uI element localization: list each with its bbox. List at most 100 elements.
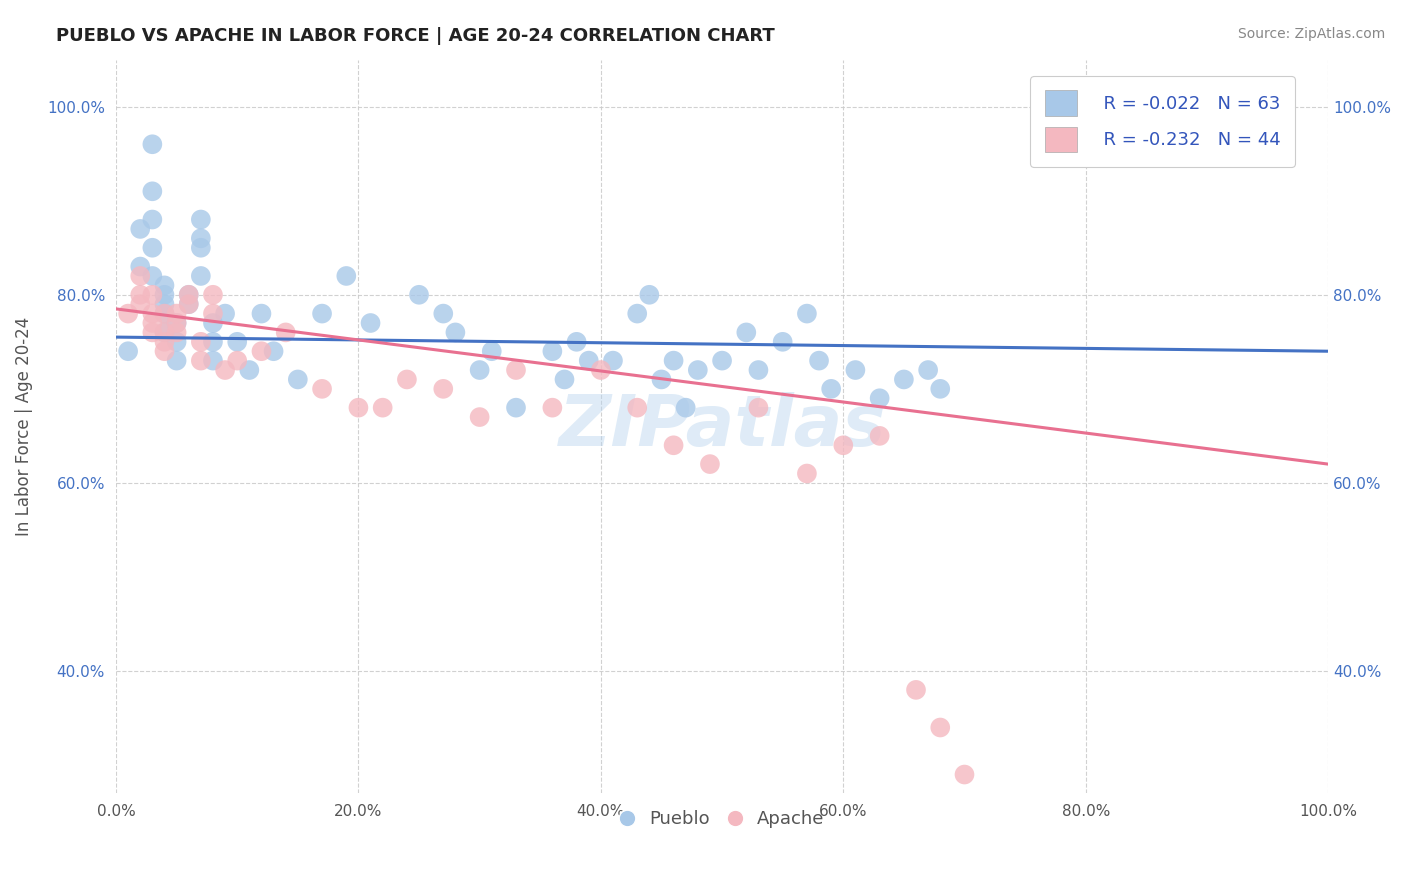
Point	[190, 241, 212, 255]
Point	[589, 363, 612, 377]
Point	[153, 326, 176, 340]
Point	[129, 287, 152, 301]
Point	[250, 307, 273, 321]
Point	[166, 334, 188, 349]
Point	[796, 467, 818, 481]
Point	[432, 307, 454, 321]
Point	[153, 334, 176, 349]
Point	[117, 344, 139, 359]
Legend: Pueblo, Apache: Pueblo, Apache	[613, 803, 831, 836]
Point	[468, 410, 491, 425]
Point	[796, 307, 818, 321]
Point	[141, 268, 163, 283]
Point	[153, 278, 176, 293]
Point	[395, 372, 418, 386]
Point	[201, 316, 224, 330]
Point	[141, 137, 163, 152]
Point	[565, 334, 588, 349]
Point	[808, 353, 831, 368]
Point	[444, 326, 467, 340]
Point	[541, 344, 564, 359]
Point	[153, 297, 176, 311]
Point	[201, 334, 224, 349]
Point	[166, 326, 188, 340]
Point	[747, 401, 769, 415]
Point	[893, 372, 915, 386]
Point	[820, 382, 842, 396]
Point	[153, 307, 176, 321]
Point	[177, 297, 200, 311]
Point	[311, 382, 333, 396]
Point	[905, 682, 928, 697]
Text: PUEBLO VS APACHE IN LABOR FORCE | AGE 20-24 CORRELATION CHART: PUEBLO VS APACHE IN LABOR FORCE | AGE 20…	[56, 27, 775, 45]
Point	[117, 307, 139, 321]
Point	[844, 363, 866, 377]
Point	[141, 212, 163, 227]
Point	[335, 268, 357, 283]
Point	[505, 401, 527, 415]
Point	[650, 372, 672, 386]
Point	[129, 268, 152, 283]
Point	[481, 344, 503, 359]
Point	[869, 429, 891, 443]
Point	[662, 353, 685, 368]
Point	[190, 231, 212, 245]
Point	[553, 372, 575, 386]
Point	[408, 287, 430, 301]
Point	[238, 363, 260, 377]
Point	[141, 184, 163, 198]
Point	[226, 334, 249, 349]
Point	[711, 353, 734, 368]
Point	[468, 363, 491, 377]
Point	[287, 372, 309, 386]
Point	[129, 297, 152, 311]
Point	[929, 382, 952, 396]
Point	[371, 401, 394, 415]
Point	[177, 287, 200, 301]
Point	[699, 457, 721, 471]
Point	[953, 767, 976, 781]
Point	[190, 353, 212, 368]
Point	[177, 297, 200, 311]
Point	[578, 353, 600, 368]
Point	[832, 438, 855, 452]
Point	[153, 287, 176, 301]
Point	[141, 241, 163, 255]
Point	[190, 268, 212, 283]
Point	[602, 353, 624, 368]
Point	[153, 326, 176, 340]
Point	[166, 316, 188, 330]
Point	[662, 438, 685, 452]
Point	[141, 326, 163, 340]
Point	[626, 307, 648, 321]
Point	[274, 326, 297, 340]
Point	[250, 344, 273, 359]
Point	[190, 334, 212, 349]
Point	[141, 307, 163, 321]
Point	[129, 222, 152, 236]
Point	[360, 316, 382, 330]
Point	[772, 334, 794, 349]
Point	[201, 287, 224, 301]
Point	[505, 363, 527, 377]
Point	[166, 353, 188, 368]
Point	[735, 326, 758, 340]
Point	[141, 316, 163, 330]
Point	[190, 212, 212, 227]
Point	[263, 344, 285, 359]
Point	[675, 401, 697, 415]
Point	[541, 401, 564, 415]
Point	[129, 260, 152, 274]
Point	[869, 391, 891, 405]
Text: ZIPatlas: ZIPatlas	[558, 392, 886, 461]
Text: Source: ZipAtlas.com: Source: ZipAtlas.com	[1237, 27, 1385, 41]
Point	[201, 307, 224, 321]
Point	[929, 721, 952, 735]
Point	[638, 287, 661, 301]
Point	[214, 363, 236, 377]
Point	[214, 307, 236, 321]
Y-axis label: In Labor Force | Age 20-24: In Labor Force | Age 20-24	[15, 317, 32, 536]
Point	[141, 287, 163, 301]
Point	[166, 316, 188, 330]
Point	[686, 363, 709, 377]
